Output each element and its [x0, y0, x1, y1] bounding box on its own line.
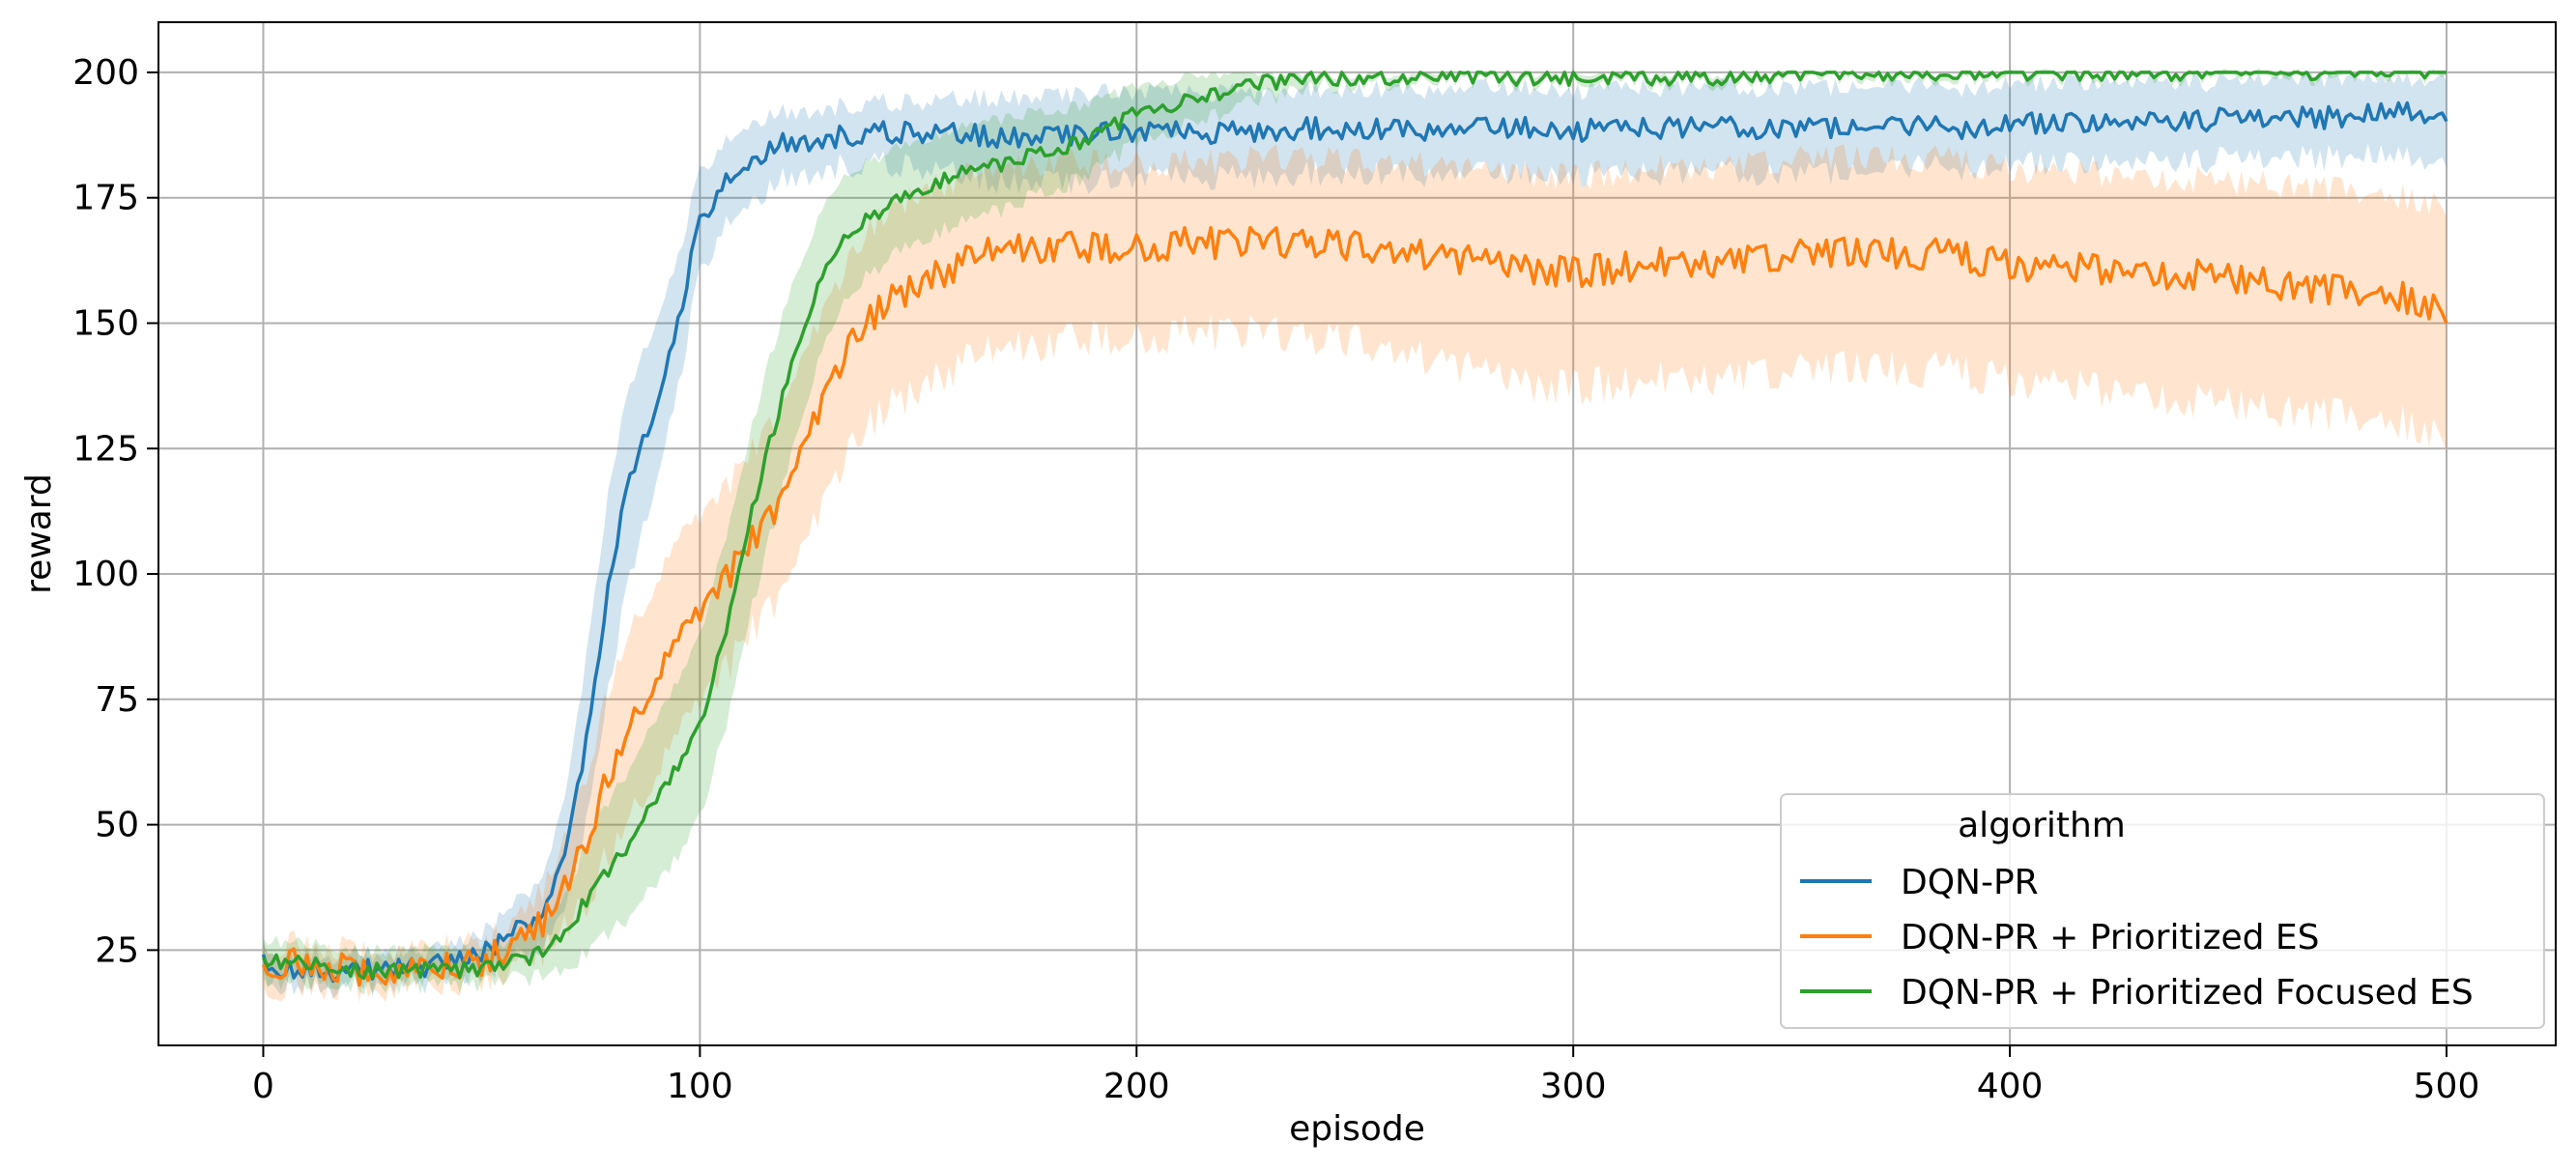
y-tick-label: 125 [72, 429, 139, 469]
legend-title: algorithm [1958, 806, 2126, 845]
y-axis-label: reward [19, 473, 59, 594]
confidence-bands [263, 68, 2447, 1004]
legend-box [1780, 793, 2545, 1029]
y-tick-label: 175 [72, 179, 139, 218]
x-tick-label: 0 [252, 1067, 274, 1106]
confidence-band-3 [263, 68, 2447, 995]
y-tick-label: 100 [72, 555, 139, 594]
legend-label: DQN-PR + Prioritized ES [1901, 918, 2320, 957]
y-tick-label: 200 [72, 53, 139, 93]
legend-label: DQN-PR + Prioritized Focused ES [1901, 973, 2474, 1013]
x-tick-label: 100 [667, 1067, 733, 1106]
series-line-2 [261, 225, 2448, 987]
x-tick-label: 300 [1540, 1067, 1607, 1106]
series-lines [261, 71, 2448, 987]
confidence-band-2 [263, 144, 2447, 1004]
plot-frame [157, 21, 2557, 1046]
y-tick-label: 75 [95, 680, 139, 720]
x-tick-label: 400 [1977, 1067, 2044, 1106]
x-tick-label: 500 [2414, 1067, 2480, 1106]
legend-entries: DQN-PR DQN-PR + Prioritized ES DQN-PR + Pr… [1800, 863, 2474, 1013]
y-tick-label: 150 [72, 303, 139, 343]
y-tick-label: 25 [95, 930, 139, 970]
y-tick-label: 50 [95, 806, 139, 845]
series-line-3 [261, 71, 2447, 981]
axis-ticks: 0 100 200 300 400 500 25 50 75 100 125 150 175 200 [72, 53, 2479, 1106]
legend-label: DQN-PR [1901, 863, 2039, 902]
series-line-1 [261, 100, 2448, 984]
x-tick-label: 200 [1103, 1067, 1170, 1106]
x-axis-label: episode [1289, 1109, 1425, 1149]
